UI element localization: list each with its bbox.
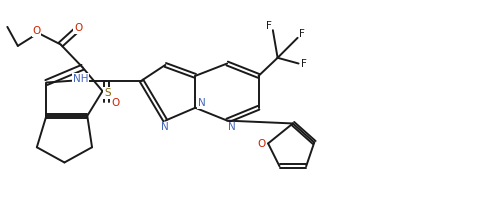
Text: NH: NH (72, 74, 88, 84)
Text: O: O (32, 26, 40, 36)
Text: O: O (257, 139, 265, 149)
Text: F: F (300, 60, 307, 69)
Text: S: S (104, 88, 110, 98)
Text: N: N (228, 122, 235, 132)
Text: F: F (265, 21, 271, 31)
Text: N: N (197, 98, 205, 108)
Text: N: N (161, 122, 169, 132)
Text: O: O (74, 23, 82, 33)
Text: F: F (299, 29, 305, 39)
Text: O: O (111, 97, 120, 108)
